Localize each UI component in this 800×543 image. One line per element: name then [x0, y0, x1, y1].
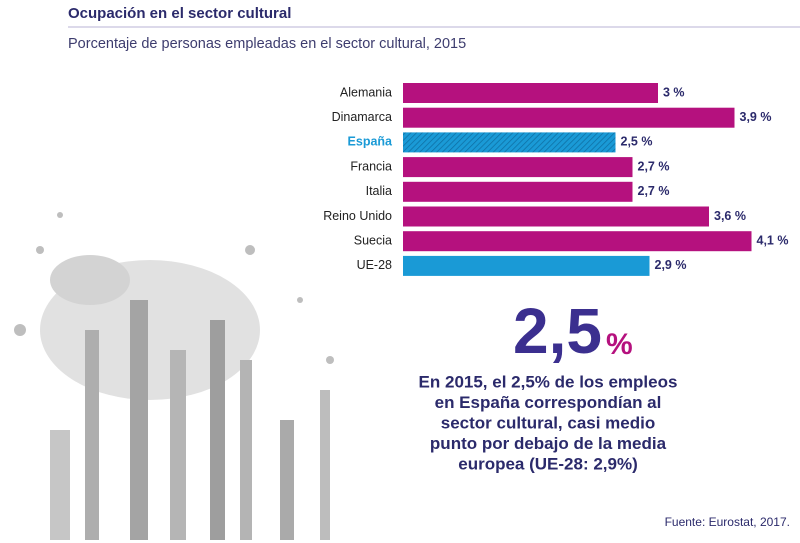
- bar: [403, 255, 650, 276]
- annotation-line: punto por debajo de la media: [430, 434, 667, 453]
- value-label: 2,9 %: [655, 258, 687, 272]
- category-label: UE-28: [357, 258, 392, 272]
- bar: [403, 132, 616, 153]
- annotation-line: europea (UE-28: 2,9%): [458, 454, 638, 473]
- value-label: 3 %: [663, 85, 685, 99]
- value-label: 4,1 %: [757, 233, 789, 247]
- highlight-number: 2,5: [513, 295, 602, 367]
- bar: [403, 231, 752, 252]
- highlight-unit: %: [606, 328, 633, 361]
- annotation-line: en España correspondían al: [435, 393, 662, 412]
- category-label: Alemania: [340, 85, 392, 99]
- annotation-line: sector cultural, casi medio: [441, 413, 655, 432]
- chart-subtitle: Porcentaje de personas empleadas en el s…: [68, 36, 466, 52]
- category-label: Reino Unido: [323, 209, 392, 223]
- value-label: 2,7 %: [638, 159, 670, 173]
- decoration: [14, 212, 334, 540]
- category-label: Francia: [350, 159, 392, 173]
- value-label: 2,7 %: [638, 184, 670, 198]
- source-note: Fuente: Eurostat, 2017.: [665, 515, 790, 529]
- bar: [403, 83, 658, 103]
- bar: [403, 107, 735, 128]
- bar: [403, 206, 709, 227]
- value-label: 3,9 %: [740, 110, 772, 124]
- annotation-line: En 2015, el 2,5% de los empleos: [419, 372, 678, 391]
- value-label: 2,5 %: [621, 135, 653, 149]
- category-label: España: [348, 135, 394, 149]
- category-label: Dinamarca: [332, 110, 392, 124]
- value-label: 3,6 %: [714, 209, 746, 223]
- category-label: Suecia: [354, 233, 392, 247]
- bar: [403, 181, 633, 202]
- category-label: Italia: [366, 184, 392, 198]
- chart-title: Ocupación en el sector cultural: [68, 5, 291, 22]
- bar: [403, 157, 633, 178]
